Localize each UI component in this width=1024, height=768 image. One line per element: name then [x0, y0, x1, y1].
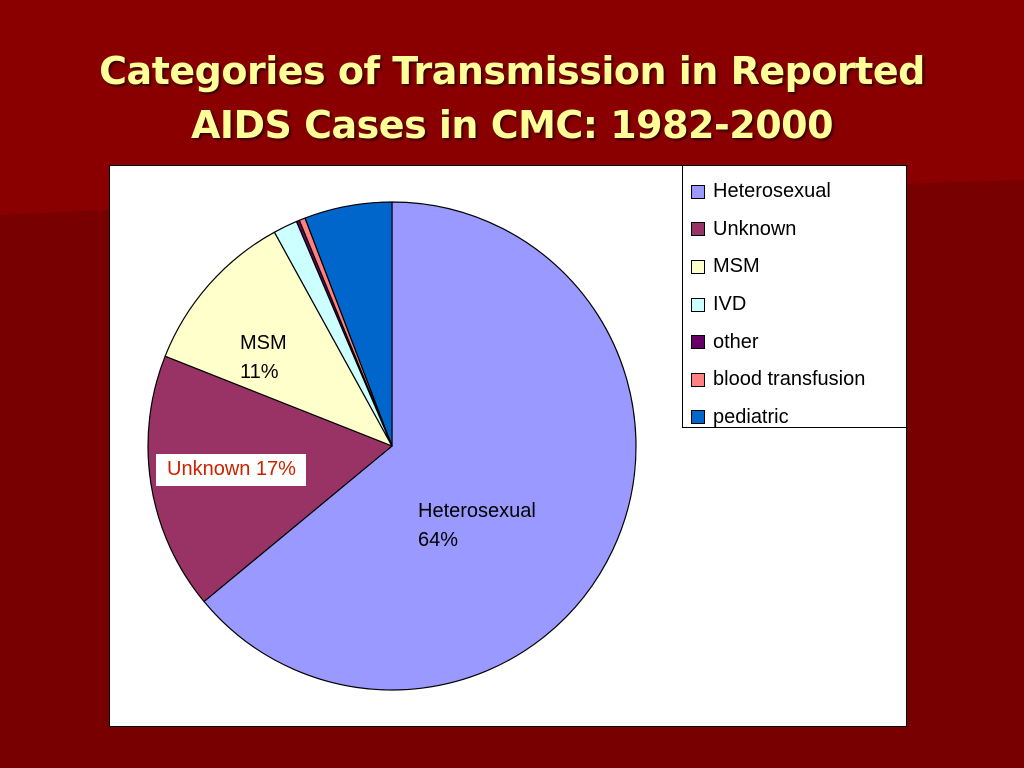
legend-swatch-ivd	[691, 297, 705, 312]
legend-swatch-blood-transfusion	[691, 372, 705, 387]
legend-label-other: other	[713, 330, 759, 353]
pie-slice-msm	[164, 231, 393, 447]
slide-title-line-1: Categories of Transmission in Reported	[99, 49, 925, 93]
legend-label-heterosexual: Heterosexual	[713, 180, 831, 203]
data-label-unknown: Unknown 17%	[156, 454, 306, 486]
slide-title: Categories of Transmission in Reported A…	[0, 44, 1024, 152]
legend-label-unknown: Unknown	[713, 217, 797, 240]
pie-slice-pediatric	[304, 201, 393, 447]
data-label-msm: MSM 11%	[240, 329, 287, 387]
legend-swatch-other	[691, 335, 705, 350]
data-label-heterosexual: Heterosexual 64%	[418, 497, 536, 555]
legend-item-msm: MSM	[683, 248, 906, 286]
legend-swatch-pediatric	[691, 410, 705, 425]
pie-chart-area: MSM 11% Unknown 17% Heterosexual 64% Het…	[109, 165, 907, 727]
chart-legend: Heterosexual Unknown MSM IVD other blood tran…	[682, 166, 906, 428]
pie-slice-heterosexual	[203, 201, 637, 691]
legend-item-ivd: IVD	[683, 286, 906, 324]
data-label-msm-name: MSM	[240, 332, 287, 354]
data-label-msm-percent: 11%	[240, 361, 279, 383]
slide-title-line-2: AIDS Cases in CMC: 1982-2000	[190, 103, 834, 147]
legend-label-pediatric: pediatric	[713, 405, 789, 428]
legend-item-unknown: Unknown	[683, 211, 906, 249]
legend-swatch-heterosexual	[691, 184, 705, 199]
legend-swatch-msm	[691, 259, 705, 274]
legend-swatch-unknown	[691, 222, 705, 237]
legend-label-msm: MSM	[713, 255, 760, 278]
legend-label-ivd: IVD	[713, 293, 747, 316]
legend-label-blood-transfusion: blood transfusion	[713, 368, 866, 391]
data-label-heterosexual-name: Heterosexual	[418, 500, 536, 522]
legend-item-pediatric: pediatric	[683, 399, 906, 437]
data-label-heterosexual-percent: 64%	[418, 529, 459, 551]
legend-item-heterosexual: Heterosexual	[683, 173, 906, 211]
legend-item-blood-transfusion: blood transfusion	[683, 361, 906, 399]
legend-item-other: other	[683, 323, 906, 361]
